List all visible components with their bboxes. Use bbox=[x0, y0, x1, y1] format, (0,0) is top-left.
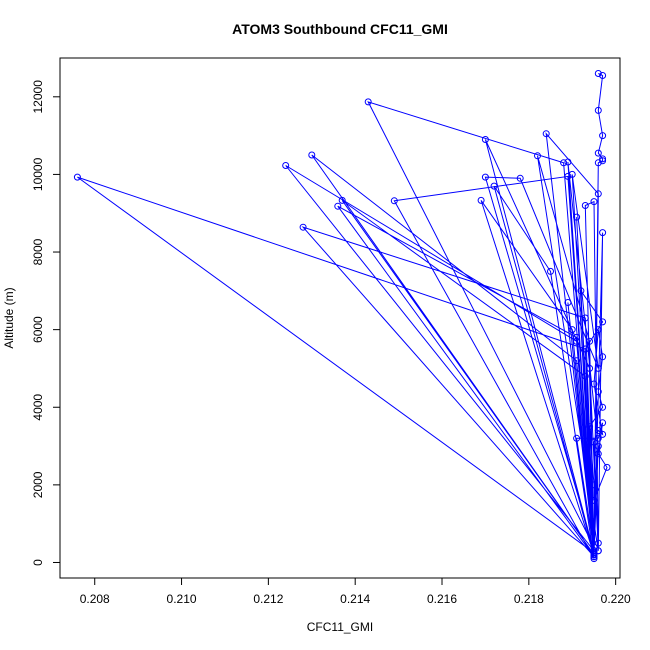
data-point bbox=[599, 353, 607, 361]
data-point bbox=[594, 159, 602, 167]
x-tick-label: 0.212 bbox=[253, 592, 283, 606]
y-tick-label: 4000 bbox=[31, 394, 45, 421]
plot-border bbox=[59, 57, 621, 579]
data-point bbox=[599, 72, 607, 79]
data-point bbox=[308, 151, 316, 159]
data-point bbox=[590, 198, 598, 206]
data-point bbox=[534, 152, 541, 160]
data-point bbox=[586, 337, 594, 345]
data-point bbox=[338, 196, 346, 204]
y-tick-label: 10000 bbox=[31, 157, 45, 191]
data-point bbox=[581, 202, 589, 209]
data-point bbox=[573, 357, 581, 365]
x-tick-label: 0.218 bbox=[514, 592, 544, 606]
data-point bbox=[564, 299, 572, 306]
data-point bbox=[599, 155, 607, 163]
data-point bbox=[594, 388, 602, 396]
data-point bbox=[516, 174, 524, 182]
data-point bbox=[573, 434, 581, 442]
x-tick-label: 0.220 bbox=[601, 592, 631, 606]
data-point bbox=[599, 229, 607, 237]
data-point bbox=[599, 430, 607, 438]
y-axis: 0 2000 4000 6000 8000 10000 12000 bbox=[31, 80, 61, 566]
data-point bbox=[594, 427, 602, 434]
x-tick-label: 0.210 bbox=[167, 592, 197, 606]
x-axis: 0.208 0.210 0.212 0.214 0.216 0.218 0.220 bbox=[80, 577, 631, 606]
y-tick-label: 12000 bbox=[31, 80, 45, 114]
y-tick-label: 0 bbox=[31, 559, 45, 566]
data-point bbox=[573, 337, 581, 345]
data-point bbox=[590, 549, 598, 557]
plot-frame bbox=[59, 57, 621, 579]
data-point bbox=[73, 173, 81, 181]
y-tick-label: 8000 bbox=[31, 238, 45, 265]
y-tick-label: 6000 bbox=[31, 316, 45, 343]
data-point bbox=[594, 149, 602, 157]
data-point bbox=[581, 372, 589, 380]
data-point bbox=[590, 496, 598, 504]
data-point bbox=[594, 434, 602, 442]
data-point bbox=[477, 196, 485, 204]
data-point bbox=[568, 170, 576, 178]
data-point bbox=[594, 364, 602, 372]
data-point bbox=[560, 159, 568, 167]
data-point bbox=[581, 314, 589, 322]
data-point bbox=[299, 223, 307, 231]
data-point bbox=[590, 438, 598, 446]
data-point bbox=[603, 463, 611, 471]
data-point bbox=[568, 326, 576, 334]
data-point bbox=[590, 547, 598, 555]
data-point bbox=[282, 162, 290, 169]
x-tick-label: 0.214 bbox=[340, 592, 370, 606]
data-point bbox=[573, 333, 581, 341]
data-point bbox=[590, 551, 598, 559]
data-point bbox=[542, 130, 550, 138]
data-point bbox=[599, 132, 607, 140]
data-point bbox=[490, 182, 498, 190]
data-point bbox=[594, 442, 602, 450]
data-point bbox=[586, 364, 594, 372]
data-point bbox=[547, 267, 554, 275]
data-point bbox=[573, 213, 581, 221]
data-point bbox=[586, 423, 594, 431]
y-tick-label: 2000 bbox=[31, 471, 45, 498]
data-point bbox=[581, 345, 589, 353]
data-point bbox=[594, 70, 602, 77]
data-point bbox=[590, 481, 598, 489]
data-point bbox=[390, 197, 398, 205]
data-point bbox=[577, 287, 585, 295]
data-point bbox=[594, 326, 602, 334]
data-point bbox=[594, 539, 602, 547]
data-point bbox=[590, 380, 598, 388]
x-tick-label: 0.208 bbox=[80, 592, 110, 606]
series-line bbox=[77, 73, 608, 559]
x-tick-label: 0.216 bbox=[427, 592, 457, 606]
chart-title: ATOM3 Southbound CFC11_GMI bbox=[232, 21, 448, 37]
data-point bbox=[481, 136, 489, 143]
data-point bbox=[564, 172, 572, 180]
x-axis-label: CFC11_GMI bbox=[307, 620, 373, 634]
data-point bbox=[564, 158, 572, 166]
data-point bbox=[594, 450, 602, 458]
data-point bbox=[599, 403, 607, 411]
data-point bbox=[364, 98, 372, 106]
data-point bbox=[594, 190, 602, 198]
data-point bbox=[599, 318, 607, 326]
series-group bbox=[73, 70, 611, 563]
data-point bbox=[594, 106, 602, 114]
data-point bbox=[334, 202, 342, 210]
data-point bbox=[599, 157, 607, 165]
data-point bbox=[599, 419, 607, 427]
data-point bbox=[594, 547, 602, 555]
y-axis-label: Altitude (m) bbox=[2, 287, 16, 348]
data-point bbox=[481, 173, 489, 181]
